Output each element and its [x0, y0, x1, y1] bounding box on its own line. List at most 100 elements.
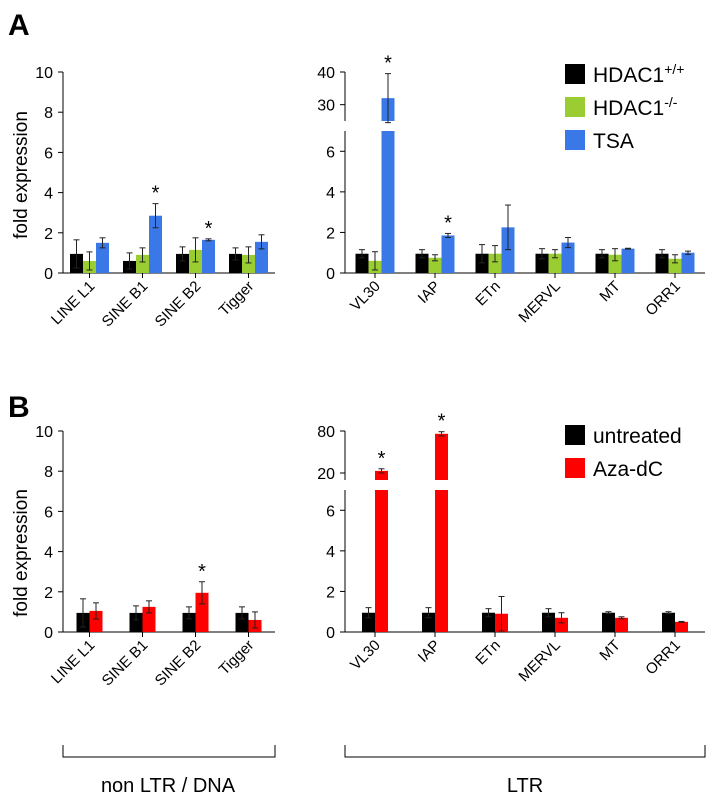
legend-label: untreated — [593, 425, 682, 448]
x-tick-label: SINE B1 — [99, 637, 152, 690]
y-tick-label: 2 — [44, 226, 53, 243]
x-tick-label: MERVL — [515, 278, 563, 326]
bar — [488, 253, 502, 273]
group-bracket-ltr — [344, 745, 706, 758]
x-tick-label: MERVL — [515, 637, 563, 685]
x-tick-label: VL30 — [347, 278, 384, 315]
legend-swatch — [565, 64, 585, 84]
bar — [501, 227, 515, 273]
x-tick-label: VL30 — [347, 637, 384, 674]
bar — [89, 610, 103, 632]
y-tick-label: 30 — [317, 98, 335, 115]
y-tick-label: 6 — [44, 145, 53, 162]
bar — [229, 253, 242, 273]
x-tick-label: IAP — [415, 278, 444, 307]
axis-break-gap — [374, 480, 389, 490]
bar — [355, 253, 369, 273]
panel-label-a: A — [8, 9, 30, 42]
x-tick-label: MT — [596, 278, 623, 305]
bar — [255, 241, 268, 273]
significance-marker: * — [378, 448, 386, 470]
y-tick-label: 8 — [44, 105, 53, 122]
legend-swatch — [565, 130, 585, 150]
legend-swatch — [565, 425, 585, 445]
y-tick-label: 4 — [44, 186, 53, 203]
y-tick-label: 0 — [326, 625, 335, 642]
group-brackets: non LTR / DNA LTR — [62, 745, 706, 797]
y-tick-label: 10 — [35, 65, 53, 82]
bar — [662, 612, 675, 632]
y-tick-label: 10 — [35, 424, 53, 441]
y-axis-label: fold expression — [11, 111, 32, 239]
bar — [681, 252, 695, 273]
x-tick-label: Tigger — [216, 278, 258, 320]
y-tick-label: 6 — [326, 503, 335, 520]
x-tick-label: ORR1 — [642, 278, 683, 319]
bar — [615, 617, 628, 632]
bar — [235, 612, 249, 632]
panel-label-b: B — [8, 391, 30, 424]
y-tick-label: 2 — [326, 225, 335, 242]
x-tick-label: ORR1 — [642, 637, 683, 678]
legend-label: HDAC1-/- — [593, 94, 678, 120]
y-tick-label: 80 — [317, 424, 335, 441]
bar — [435, 433, 448, 632]
bar — [602, 612, 615, 632]
panel-a: A fold expression 0 2 4 6 8 10 LINE L1 * SINE B1 *… — [8, 9, 705, 331]
x-tick-label: SINE B2 — [152, 278, 205, 331]
bar — [668, 258, 682, 273]
significance-marker: * — [152, 183, 160, 205]
y-tick-label: 20 — [317, 466, 335, 483]
bar — [422, 612, 435, 632]
legend-swatch — [565, 458, 585, 478]
y-tick-label: 2 — [44, 585, 53, 602]
y-axis-label: fold expression — [11, 489, 32, 617]
group-bracket-non-ltr — [62, 745, 276, 758]
x-tick-label: LINE L1 — [48, 637, 98, 687]
bar — [149, 215, 162, 273]
x-tick-label: MT — [596, 637, 623, 664]
y-tick-label: 4 — [44, 545, 53, 562]
bar — [375, 470, 388, 632]
bar — [542, 612, 555, 632]
significance-marker: * — [205, 218, 213, 240]
bar — [621, 248, 635, 273]
bar — [176, 253, 189, 273]
legend-swatch — [565, 97, 585, 117]
group-label-non-ltr: non LTR / DNA — [101, 775, 236, 797]
y-tick-label: 6 — [326, 144, 335, 161]
axis-break-gap — [434, 480, 449, 490]
x-tick-label: SINE B2 — [152, 637, 205, 690]
panel-b: B fold expression 0 2 4 6 8 10 LINE L1 SINE B1 * S… — [8, 391, 705, 690]
bar — [675, 621, 688, 632]
legend-label: TSA — [593, 130, 634, 153]
bar — [655, 253, 669, 273]
y-tick-label: 8 — [44, 464, 53, 481]
bar — [548, 253, 562, 273]
bar — [561, 242, 575, 273]
legend-label-superscript: -/- — [664, 94, 678, 110]
bar — [441, 235, 455, 273]
x-tick-label: SINE B1 — [99, 278, 152, 331]
bar — [555, 617, 568, 632]
group-label-ltr: LTR — [507, 775, 543, 797]
y-tick-label: 0 — [326, 266, 335, 283]
bar — [96, 242, 109, 273]
x-tick-label: LINE L1 — [48, 278, 98, 328]
bar — [381, 98, 395, 273]
bar — [595, 253, 609, 273]
bar — [129, 612, 143, 632]
y-tick-label: 2 — [326, 584, 335, 601]
bar — [362, 612, 375, 632]
bar — [608, 254, 622, 273]
bar — [136, 254, 149, 273]
legend-label: HDAC1+/+ — [593, 61, 684, 87]
y-tick-label: 4 — [326, 185, 335, 202]
y-tick-label: 0 — [44, 266, 53, 283]
bar — [202, 239, 215, 273]
significance-marker: * — [438, 411, 446, 433]
y-tick-label: 4 — [326, 544, 335, 561]
legend-label-superscript: +/+ — [664, 61, 684, 77]
legend-label: Aza-dC — [593, 458, 663, 481]
